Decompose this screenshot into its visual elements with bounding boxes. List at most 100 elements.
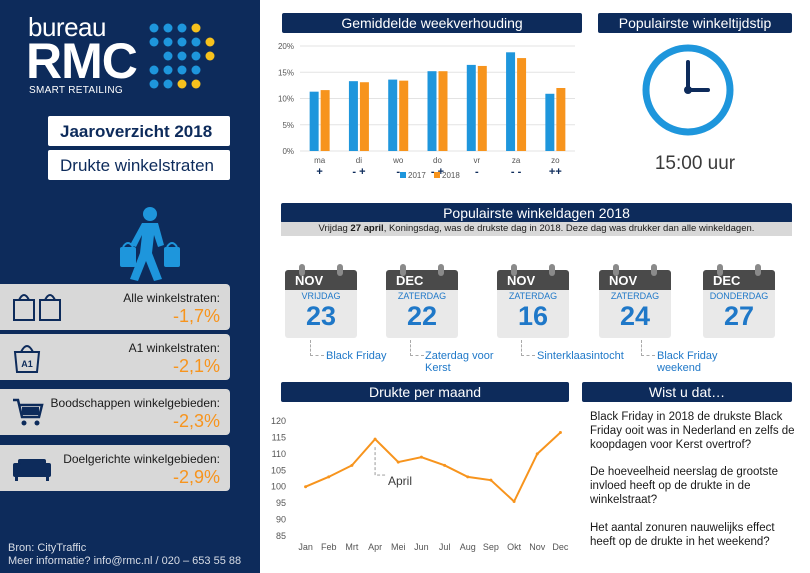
logo-dots-icon — [149, 23, 215, 89]
annotation-arrow — [374, 447, 386, 476]
report-title: Jaaroverzicht 2018 — [48, 116, 230, 146]
chart-annotation: April — [388, 474, 413, 488]
bar-2018-vr — [477, 65, 487, 151]
x-tick-label: di — [356, 156, 362, 165]
popular-time: 15:00 uur — [654, 153, 736, 174]
y-tick-label: 85 — [276, 531, 286, 541]
line-point-Jun — [419, 455, 423, 459]
stat-alle-winkelstraten: Alle winkelstraten: -1,7% — [0, 284, 230, 330]
line-point-Dec — [558, 431, 562, 434]
stat-value: -2,9% — [172, 467, 220, 487]
calendar-note-arrow — [521, 340, 535, 356]
calendar-ring — [438, 264, 444, 276]
stat-value: -1,7% — [172, 306, 220, 326]
calendar-ring — [549, 264, 555, 276]
stat-label: A1 winkelstraten: — [128, 341, 220, 355]
calendar-date: 27 — [723, 301, 755, 331]
calendar-month: DEC — [703, 270, 775, 292]
logo-tagline: SMART RETAILING — [29, 85, 123, 96]
calendar-note: Black Friday — [326, 350, 387, 362]
y-tick-label: 110 — [272, 449, 286, 459]
x-tick-label: Jun — [414, 542, 429, 552]
x-tick-label: Sep — [483, 542, 499, 552]
x-tick-label: Jan — [298, 542, 313, 552]
a1-bag-icon: A1 — [13, 345, 41, 373]
logo-brand: RMC — [26, 33, 138, 89]
month-line-chart: 85 90 95 100 105 110 115 120 Jan Feb Mrt Apr Mei Jun J… — [271, 416, 569, 552]
calendar-ring — [400, 264, 406, 276]
stat-a1-winkelstraten: A1 A1 winkelstraten: -2,1% — [0, 334, 230, 380]
bar-2018-ma — [320, 90, 330, 151]
calendar-note: Black Friday weekend — [657, 350, 718, 374]
y-tick-label: 15% — [278, 68, 294, 77]
y-tick-label: 120 — [271, 416, 286, 426]
x-tick-label: Apr — [368, 542, 382, 552]
calendar-weekday: ZATERDAG — [397, 291, 447, 301]
time-panel-header: Populairste winkeltijdstip — [598, 13, 792, 33]
line-point-Nov — [535, 452, 539, 456]
legend-swatch-2017 — [400, 172, 406, 178]
x-tick-label: vr — [473, 156, 480, 165]
bar-2018-do — [438, 71, 448, 151]
change-mark: - + — [352, 166, 365, 178]
calendar-note-arrow — [410, 340, 424, 356]
line-point-Okt — [512, 500, 516, 503]
stat-value: -2,1% — [172, 356, 220, 376]
days-panel-subtitle: Vrijdag 27 april, Koningsdag, was de dru… — [281, 222, 792, 236]
calendar-month: NOV — [497, 270, 569, 292]
calendar-weekday: VRIJDAG — [301, 291, 341, 301]
stat-value: -2,3% — [172, 411, 220, 431]
contact-line: Meer informatie? info@rmc.nl / 020 – 653… — [8, 555, 242, 567]
stat-label: Boodschappen winkelgebieden: — [50, 396, 220, 410]
legend-label: 2017 — [408, 171, 426, 180]
x-tick-label: ma — [314, 156, 326, 165]
calendar-note: Zaterdag voor Kerst — [425, 350, 494, 374]
change-mark: + — [316, 166, 322, 178]
x-tick-label: Okt — [507, 542, 522, 552]
stat-doelgericht: Doelgerichte winkelgebieden: -2,9% — [0, 445, 230, 491]
line-point-Apr — [373, 437, 377, 441]
calendar-ring — [651, 264, 657, 276]
facts-panel-header: Wist u dat… — [582, 382, 792, 402]
calendar-month: NOV — [599, 270, 671, 292]
change-mark: - — [475, 166, 479, 178]
bar-2017-zo — [545, 93, 555, 151]
line-point-Aug — [466, 475, 470, 479]
calendar-date: 23 — [305, 301, 337, 331]
fact-item: De hoeveelheid neerslag de grootste invl… — [590, 466, 778, 506]
week-bar-chart: 0%5%10%15%20%ma+di- +wo-do- +vr-za- -zo+… — [278, 42, 575, 180]
bar-2018-di — [359, 82, 369, 151]
y-tick-label: 95 — [276, 498, 286, 508]
clock-icon — [642, 44, 734, 136]
x-tick-label: za — [512, 156, 521, 165]
calendar-date: 22 — [406, 301, 438, 331]
shopping-cart-icon — [13, 398, 44, 426]
line-point-Sep — [489, 478, 493, 482]
y-tick-label: 20% — [278, 42, 294, 51]
legend-swatch-2018 — [434, 172, 440, 178]
y-tick-label: 0% — [282, 147, 294, 156]
fact-item: Het aantal zonuren nauwelijks effect hee… — [590, 522, 775, 548]
x-tick-label: zo — [551, 156, 560, 165]
subtitle-pre: Vrijdag — [318, 223, 351, 234]
x-tick-label: Aug — [460, 542, 476, 552]
x-tick-label: Dec — [552, 542, 569, 552]
svg-text:A1: A1 — [21, 359, 33, 369]
sofa-icon — [13, 459, 51, 481]
report-subtitle: Drukte winkelstraten — [48, 150, 230, 180]
stat-label: Doelgerichte winkelgebieden: — [63, 452, 220, 466]
y-tick-label: 90 — [276, 515, 286, 525]
calendar-day-2: DEC ZATERDAG 22 — [386, 262, 458, 340]
shopper-icon — [120, 207, 180, 281]
sidebar: bureau RMC SMART RETAILING Jaaroverzicht… — [0, 0, 260, 573]
calendar-body: ZATERDAG 22 — [386, 290, 458, 338]
calendar-ring — [717, 264, 723, 276]
week-chart-header: Gemiddelde weekverhouding — [282, 13, 582, 33]
calendar-weekday: ZATERDAG — [610, 291, 660, 301]
x-tick-label: Mrt — [345, 542, 358, 552]
calendar-ring — [511, 264, 517, 276]
bar-2017-wo — [388, 79, 398, 151]
line-series — [305, 431, 562, 504]
calendar-body: ZATERDAG 16 — [497, 290, 569, 338]
